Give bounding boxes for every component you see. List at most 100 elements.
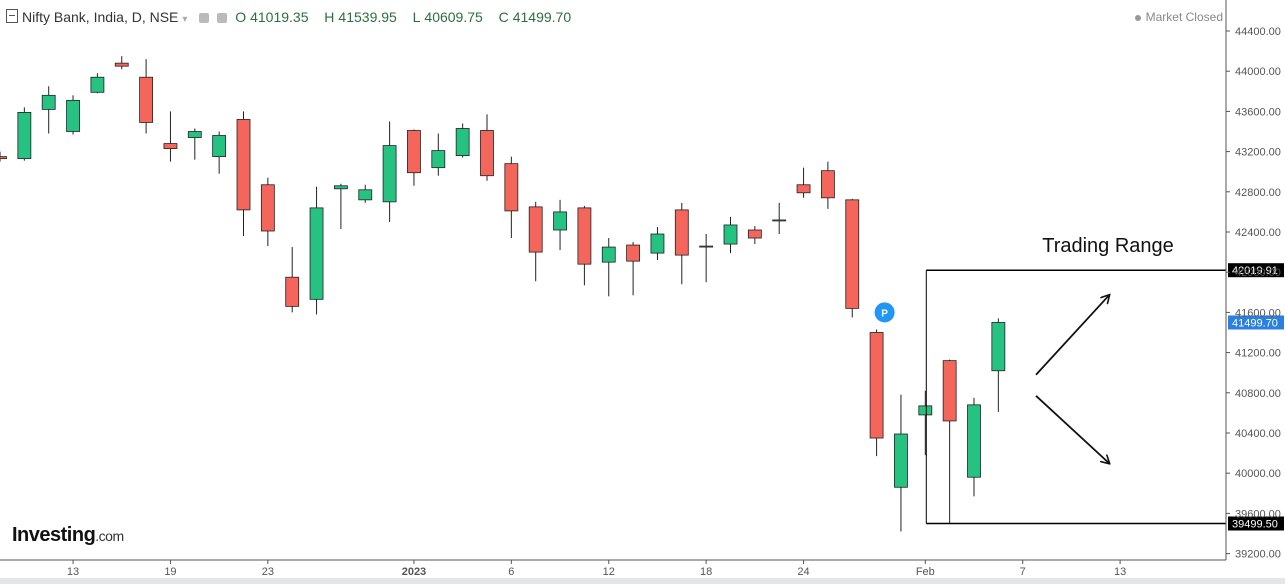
x-tick-label: 24 [797,566,809,578]
ohlc-close: C 41499.70 [495,9,575,25]
candle-body [918,405,933,416]
trading-range-label: Trading Range [1042,235,1174,257]
candle-body [382,145,397,203]
close-label: C [498,9,509,25]
candle-body [821,170,835,199]
candle-body [431,150,446,169]
y-tick-label: 41200.00 [1235,348,1281,360]
collapse-icon[interactable] [6,9,18,23]
symbol-title[interactable]: Nifty Bank, India, D, NSE [22,9,179,25]
high-value: 41539.95 [338,9,397,25]
x-tick-label: Feb [916,566,935,578]
candle-body [650,233,665,254]
p-marker-icon: P [874,302,895,323]
candle-body [577,207,592,265]
last-price-label-bg [1228,315,1284,330]
settings-icon[interactable] [199,13,210,23]
candle-body [747,229,762,239]
market-status: Market Closed [1134,10,1223,24]
ohlc-low: L 40609.75 [409,9,487,25]
ohlc-high: H 41539.95 [320,9,400,25]
candle-body [90,76,105,93]
ohlc-open: O 41019.35 [235,9,312,25]
range-high-price-label: 42019.91 [1232,265,1278,277]
open-value: 41019.35 [250,9,309,25]
candle-body [845,199,860,309]
candle-body [504,163,519,212]
chevron-down-icon[interactable]: ▾ [182,14,188,25]
status-dot-icon [1134,14,1141,21]
candle-body [187,131,202,138]
candle-body [407,130,421,174]
candle-body [0,156,7,160]
candle-body [163,143,178,149]
range-high-price-label-bg [1228,263,1284,278]
y-tick-label: 44000.00 [1235,66,1281,78]
y-tick-label: 42000.00 [1235,267,1281,279]
low-label: L [412,9,421,25]
candle-body [212,135,227,158]
candle-body [626,244,640,262]
candle-body [967,404,981,478]
bottom-scrollbar [0,578,1285,584]
range-low-price-label-bg [1228,516,1284,531]
candle-body [139,76,154,123]
arrow-down [1035,395,1109,463]
p-marker-circle [874,302,895,323]
y-tick-label: 41600.00 [1235,307,1281,319]
y-tick-label: 40800.00 [1235,388,1281,400]
candle-body [991,322,1006,372]
candle-body [285,276,300,307]
y-tick-label: 40400.00 [1235,428,1281,440]
x-tick-label: 13 [67,566,79,578]
market-status-text: Market Closed [1145,10,1223,24]
candle-body [796,184,811,194]
y-tick-label: 43200.00 [1235,147,1281,159]
y-tick-label: 42800.00 [1235,187,1281,199]
candle-body [528,206,543,253]
candle-body [869,332,884,439]
close-value: 41499.70 [512,9,572,25]
candle-body [674,209,689,256]
candle-body [309,207,324,300]
candle-body [601,246,616,263]
candle-body [333,185,348,190]
x-tick-label: 2023 [402,566,426,578]
range-low-price-label: 39499.50 [1232,519,1278,531]
hide-icon[interactable] [217,13,228,23]
candle-body [114,62,129,67]
y-tick-label: 39200.00 [1235,549,1281,561]
x-tick-label: 6 [508,566,514,578]
x-tick-label: 19 [164,566,176,578]
arrow-up [1035,295,1109,376]
high-label: H [324,9,335,25]
y-tick-label: 44400.00 [1235,26,1281,38]
x-tick-label: 18 [700,566,712,578]
candle-body [236,119,251,211]
x-tick-label: 13 [1114,566,1126,578]
last-price-label: 41499.70 [1232,317,1278,329]
x-tick-label: 12 [603,566,615,578]
y-tick-label: 40000.00 [1235,468,1281,480]
candle-body [358,189,373,201]
candle-body [17,112,32,160]
candle-body [942,360,957,422]
y-tick-label: 42400.00 [1235,227,1281,239]
candle-body [723,224,738,245]
candle-body [455,128,470,157]
annotation-layer: Trading Range P 42019.91 41499.70 39499.50 [874,235,1284,531]
candles-layer [0,56,1006,532]
y-tick-label: 39600.00 [1235,508,1281,520]
y-tick-label: 43600.00 [1235,106,1281,118]
candle-body [480,130,494,177]
candle-body [699,245,714,248]
logo-name: Investing [12,524,96,546]
investing-logo: Investing.com [12,524,124,547]
x-tick-label: 23 [262,566,274,578]
p-marker-label: P [881,308,888,319]
candle-body [41,94,56,110]
low-value: 40609.75 [424,9,483,25]
candle-body [553,211,567,231]
